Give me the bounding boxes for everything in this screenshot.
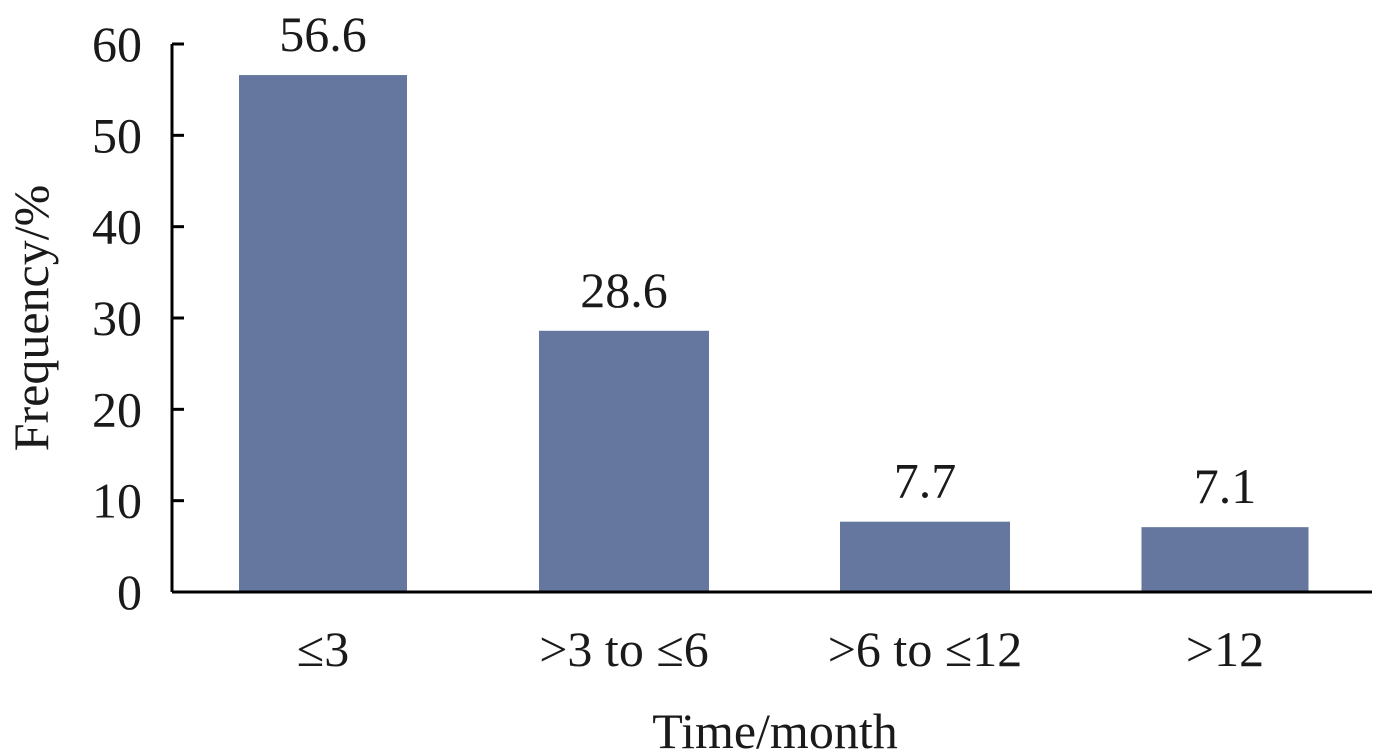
bar-value-label: 7.7 — [894, 453, 957, 509]
y-tick-label: 30 — [92, 290, 142, 346]
bar — [539, 330, 709, 591]
data-labels: 56.6 28.6 7.7 7.1 — [279, 6, 1256, 514]
y-tick-label: 60 — [92, 16, 142, 72]
x-category-label: ≤3 — [297, 621, 349, 677]
bar-value-label: 56.6 — [279, 6, 367, 62]
x-axis-title: Time/month — [652, 703, 897, 756]
y-tick-label: 50 — [92, 107, 142, 163]
bar — [1141, 527, 1309, 591]
y-axis-ticks: 0 10 20 30 40 50 60 — [92, 16, 184, 620]
x-category-label: >12 — [1186, 621, 1264, 677]
x-axis-category-labels: ≤3 >3 to ≤6 >6 to ≤12 >12 — [297, 621, 1264, 677]
bar-value-label: 28.6 — [580, 262, 668, 318]
bar — [840, 521, 1010, 591]
y-tick-label: 20 — [92, 381, 142, 437]
bar-value-label: 7.1 — [1194, 458, 1257, 514]
y-tick-label: 40 — [92, 199, 142, 255]
y-tick-label: 10 — [92, 473, 142, 529]
bar — [239, 75, 407, 591]
x-category-label: >3 to ≤6 — [539, 621, 709, 677]
x-category-label: >6 to ≤12 — [828, 621, 1023, 677]
y-tick-label: 0 — [117, 564, 142, 620]
y-axis-title: Frequency/% — [3, 185, 59, 452]
bars — [239, 75, 1309, 591]
